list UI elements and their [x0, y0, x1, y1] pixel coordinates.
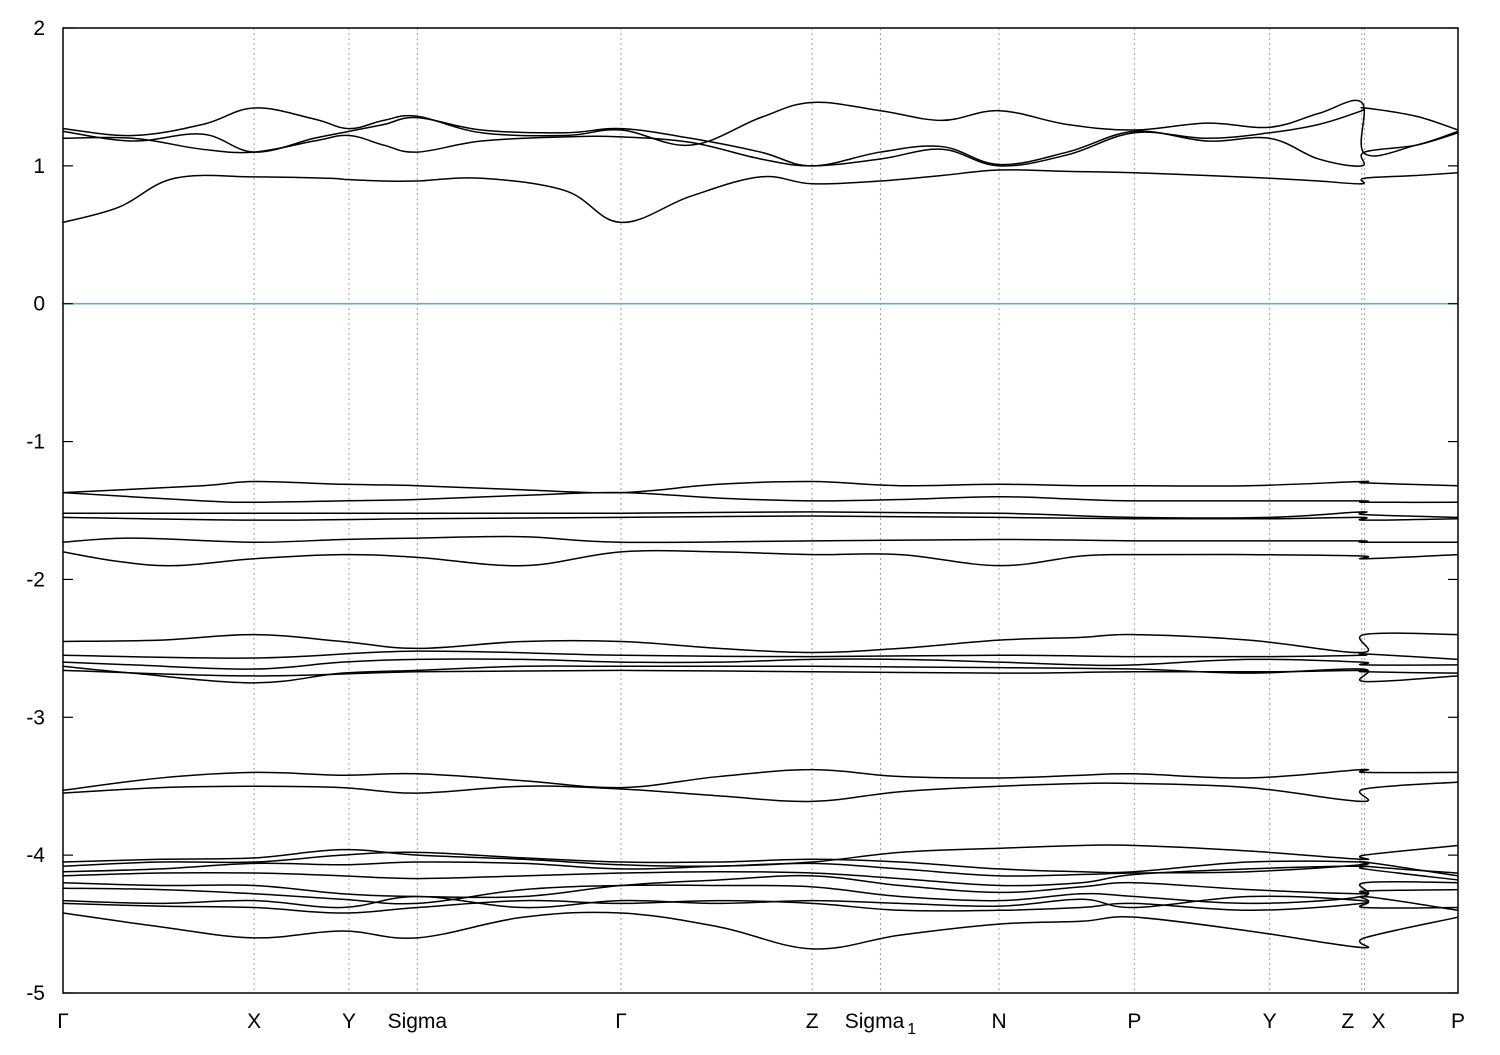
y-axis-ticks: 2 1 0 -1 -2 -3 -4 -5 [26, 17, 1458, 1005]
band-line [62, 665, 1459, 684]
x-tick-label: X [247, 1010, 261, 1033]
band-line [62, 116, 1459, 167]
x-tick-label: Y [342, 1010, 356, 1033]
y-tick-label: -3 [26, 706, 45, 729]
x-tick-label: Z [806, 1010, 819, 1033]
x-tick-label: Y [1263, 1010, 1277, 1033]
y-tick-label: -2 [26, 568, 45, 591]
x-axis-ticks: Γ X Y Sigma Γ Z Sigma 1 N P Y Z X P [57, 1010, 1465, 1038]
band-line [62, 844, 1459, 868]
band-line [62, 851, 1459, 874]
band-line [62, 511, 1459, 519]
band-line [62, 911, 1459, 950]
band-line [62, 650, 1459, 661]
x-tick-label: N [991, 1010, 1006, 1033]
band-line [62, 865, 1459, 887]
y-tick-label: -5 [26, 982, 45, 1005]
x-tick-label: Γ [615, 1010, 627, 1033]
band-line [62, 99, 1459, 157]
y-tick-label: 1 [33, 155, 45, 178]
band-line [62, 515, 1459, 521]
band-line [62, 169, 1459, 224]
x-tick-label: Z [1341, 1010, 1354, 1033]
plot-frame [62, 27, 1459, 994]
band-line [62, 669, 1459, 677]
band-line [62, 549, 1459, 567]
x-tick-label: P [1127, 1010, 1141, 1033]
band-line [62, 874, 1459, 899]
band-line [62, 781, 1459, 803]
x-tick-label: Γ [57, 1010, 69, 1033]
x-tick-label: P [1451, 1010, 1465, 1033]
x-tick-label: X [1372, 1010, 1386, 1033]
band-line [62, 895, 1459, 909]
y-tick-label: -1 [26, 431, 45, 454]
band-line [62, 895, 1459, 914]
band-line [62, 632, 1459, 654]
band-line [62, 535, 1459, 544]
band-line [62, 860, 1459, 877]
band-lines [62, 99, 1459, 950]
band-line [62, 880, 1459, 905]
x-tick-label: Sigma [388, 1010, 448, 1033]
y-tick-label: 2 [33, 17, 45, 40]
band-line [62, 768, 1459, 792]
y-tick-label: -4 [26, 844, 45, 867]
band-line [62, 491, 1459, 504]
kpoint-gridlines [253, 28, 1366, 993]
band-line [62, 480, 1459, 494]
band-line [62, 658, 1459, 670]
band-line [62, 106, 1459, 167]
y-tick-label: 0 [33, 293, 45, 316]
x-tick-label: Sigma 1 [845, 1010, 917, 1038]
